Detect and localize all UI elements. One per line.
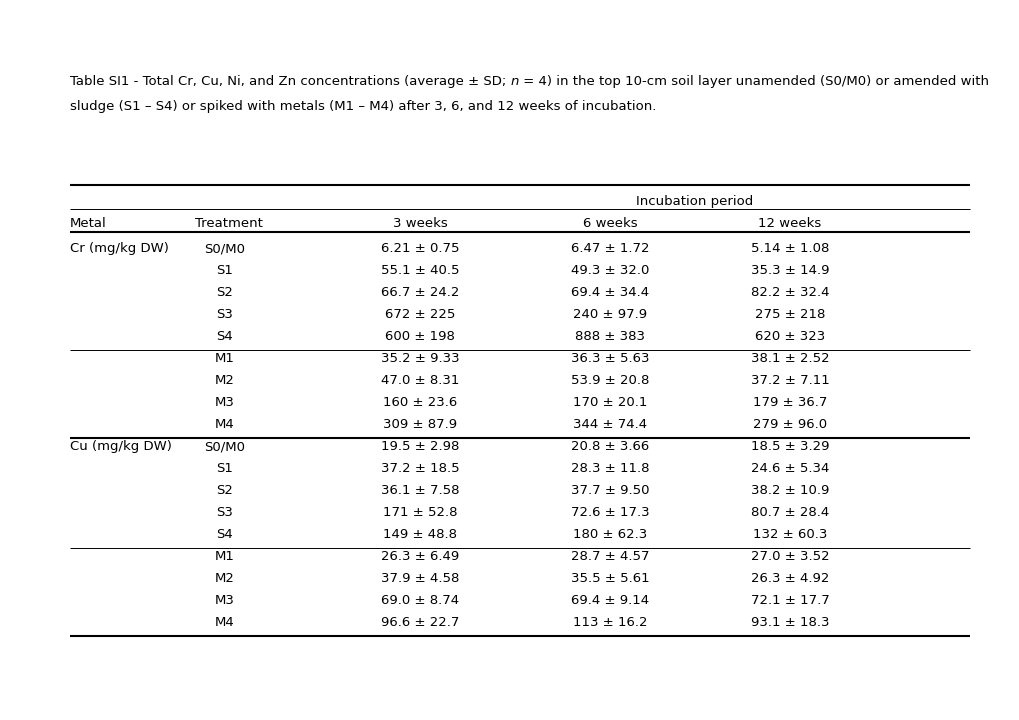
Text: 113 ± 16.2: 113 ± 16.2 <box>573 616 647 629</box>
Text: 35.5 ± 5.61: 35.5 ± 5.61 <box>570 572 649 585</box>
Text: sludge (S1 – S4) or spiked with metals (M1 – M4) after 3, 6, and 12 weeks of inc: sludge (S1 – S4) or spiked with metals (… <box>70 100 656 113</box>
Text: M1: M1 <box>215 550 234 563</box>
Text: Cr (mg/kg DW): Cr (mg/kg DW) <box>70 243 169 256</box>
Text: 35.3 ± 14.9: 35.3 ± 14.9 <box>750 264 828 277</box>
Text: 672 ± 225: 672 ± 225 <box>384 308 454 321</box>
Text: M3: M3 <box>215 594 234 607</box>
Text: 93.1 ± 18.3: 93.1 ± 18.3 <box>750 616 828 629</box>
Text: n: n <box>510 75 519 88</box>
Text: 179 ± 36.7: 179 ± 36.7 <box>752 396 826 409</box>
Text: 620 ± 323: 620 ± 323 <box>754 330 824 343</box>
Text: S4: S4 <box>216 330 233 343</box>
Text: 279 ± 96.0: 279 ± 96.0 <box>752 418 826 431</box>
Text: 37.9 ± 4.58: 37.9 ± 4.58 <box>380 572 459 585</box>
Text: M4: M4 <box>215 418 234 431</box>
Text: 6 weeks: 6 weeks <box>582 217 637 230</box>
Text: 240 ± 97.9: 240 ± 97.9 <box>573 308 646 321</box>
Text: M3: M3 <box>215 396 234 409</box>
Text: 37.2 ± 7.11: 37.2 ± 7.11 <box>750 374 828 387</box>
Text: 888 ± 383: 888 ± 383 <box>575 330 644 343</box>
Text: = 4) in the top 10-cm soil layer unamended (S0/M0) or amended with: = 4) in the top 10-cm soil layer unamend… <box>519 75 987 88</box>
Text: 600 ± 198: 600 ± 198 <box>385 330 454 343</box>
Text: 24.6 ± 5.34: 24.6 ± 5.34 <box>750 462 828 475</box>
Text: Treatment: Treatment <box>195 217 263 230</box>
Text: 149 ± 48.8: 149 ± 48.8 <box>382 528 457 541</box>
Text: 69.4 ± 34.4: 69.4 ± 34.4 <box>571 287 648 300</box>
Text: S4: S4 <box>216 528 233 541</box>
Text: 82.2 ± 32.4: 82.2 ± 32.4 <box>750 287 828 300</box>
Text: 69.0 ± 8.74: 69.0 ± 8.74 <box>380 594 459 607</box>
Text: 55.1 ± 40.5: 55.1 ± 40.5 <box>380 264 459 277</box>
Text: S1: S1 <box>216 462 233 475</box>
Text: Cu (mg/kg DW): Cu (mg/kg DW) <box>70 441 172 454</box>
Text: 69.4 ± 9.14: 69.4 ± 9.14 <box>571 594 648 607</box>
Text: 28.7 ± 4.57: 28.7 ± 4.57 <box>571 550 649 563</box>
Text: M1: M1 <box>215 352 234 365</box>
Text: 6.47 ± 1.72: 6.47 ± 1.72 <box>571 243 649 256</box>
Text: 170 ± 20.1: 170 ± 20.1 <box>573 396 646 409</box>
Text: 96.6 ± 22.7: 96.6 ± 22.7 <box>380 616 459 629</box>
Text: M2: M2 <box>215 572 234 585</box>
Text: 6.21 ± 0.75: 6.21 ± 0.75 <box>380 243 459 256</box>
Text: 38.2 ± 10.9: 38.2 ± 10.9 <box>750 485 828 498</box>
Text: S0/M0: S0/M0 <box>204 243 246 256</box>
Text: 19.5 ± 2.98: 19.5 ± 2.98 <box>380 441 459 454</box>
Text: M2: M2 <box>215 374 234 387</box>
Text: 160 ± 23.6: 160 ± 23.6 <box>382 396 457 409</box>
Text: 66.7 ± 24.2: 66.7 ± 24.2 <box>380 287 459 300</box>
Text: 132 ± 60.3: 132 ± 60.3 <box>752 528 826 541</box>
Text: 27.0 ± 3.52: 27.0 ± 3.52 <box>750 550 828 563</box>
Text: S2: S2 <box>216 287 233 300</box>
Text: 3 weeks: 3 weeks <box>392 217 447 230</box>
Text: 37.2 ± 18.5: 37.2 ± 18.5 <box>380 462 459 475</box>
Text: S2: S2 <box>216 485 233 498</box>
Text: 12 weeks: 12 weeks <box>758 217 821 230</box>
Text: 35.2 ± 9.33: 35.2 ± 9.33 <box>380 352 459 365</box>
Text: S3: S3 <box>216 308 233 321</box>
Text: 80.7 ± 28.4: 80.7 ± 28.4 <box>750 506 828 519</box>
Text: 180 ± 62.3: 180 ± 62.3 <box>573 528 646 541</box>
Text: 49.3 ± 32.0: 49.3 ± 32.0 <box>571 264 648 277</box>
Text: 53.9 ± 20.8: 53.9 ± 20.8 <box>571 374 648 387</box>
Text: 28.3 ± 11.8: 28.3 ± 11.8 <box>571 462 649 475</box>
Text: 72.6 ± 17.3: 72.6 ± 17.3 <box>570 506 649 519</box>
Text: S3: S3 <box>216 506 233 519</box>
Text: 36.1 ± 7.58: 36.1 ± 7.58 <box>380 485 459 498</box>
Text: 26.3 ± 4.92: 26.3 ± 4.92 <box>750 572 828 585</box>
Text: 72.1 ± 17.7: 72.1 ± 17.7 <box>750 594 828 607</box>
Text: 37.7 ± 9.50: 37.7 ± 9.50 <box>571 485 649 498</box>
Text: 344 ± 74.4: 344 ± 74.4 <box>573 418 646 431</box>
Text: 18.5 ± 3.29: 18.5 ± 3.29 <box>750 441 828 454</box>
Text: 275 ± 218: 275 ± 218 <box>754 308 824 321</box>
Text: 26.3 ± 6.49: 26.3 ± 6.49 <box>380 550 459 563</box>
Text: S1: S1 <box>216 264 233 277</box>
Text: 309 ± 87.9: 309 ± 87.9 <box>382 418 457 431</box>
Text: M4: M4 <box>215 616 234 629</box>
Text: Table SI1 - Total Cr, Cu, Ni, and Zn concentrations (average ± SD;: Table SI1 - Total Cr, Cu, Ni, and Zn con… <box>70 75 510 88</box>
Text: 47.0 ± 8.31: 47.0 ± 8.31 <box>380 374 459 387</box>
Text: 20.8 ± 3.66: 20.8 ± 3.66 <box>571 441 648 454</box>
Text: 38.1 ± 2.52: 38.1 ± 2.52 <box>750 352 828 365</box>
Text: Metal: Metal <box>70 217 107 230</box>
Text: 36.3 ± 5.63: 36.3 ± 5.63 <box>571 352 649 365</box>
Text: Incubation period: Incubation period <box>636 195 753 208</box>
Text: 171 ± 52.8: 171 ± 52.8 <box>382 506 457 519</box>
Text: S0/M0: S0/M0 <box>204 441 246 454</box>
Text: 5.14 ± 1.08: 5.14 ± 1.08 <box>750 243 828 256</box>
